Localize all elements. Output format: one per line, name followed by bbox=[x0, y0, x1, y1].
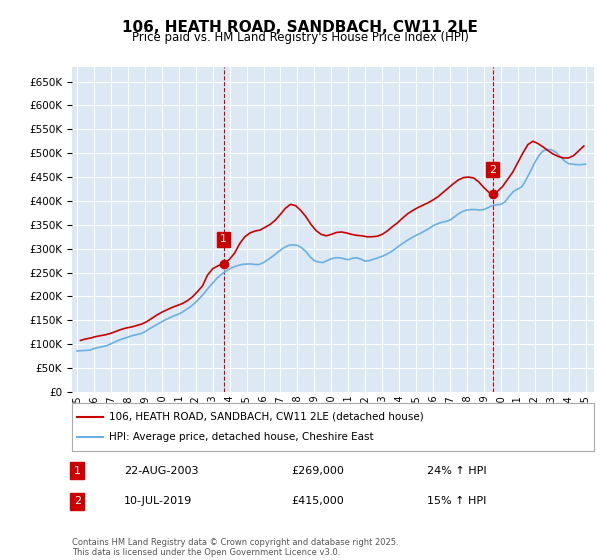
Text: 10-JUL-2019: 10-JUL-2019 bbox=[124, 497, 193, 506]
Text: 106, HEATH ROAD, SANDBACH, CW11 2LE: 106, HEATH ROAD, SANDBACH, CW11 2LE bbox=[122, 20, 478, 35]
Text: Price paid vs. HM Land Registry's House Price Index (HPI): Price paid vs. HM Land Registry's House … bbox=[131, 31, 469, 44]
Text: Contains HM Land Registry data © Crown copyright and database right 2025.
This d: Contains HM Land Registry data © Crown c… bbox=[72, 538, 398, 557]
Text: 1: 1 bbox=[74, 465, 81, 475]
Text: 2: 2 bbox=[74, 497, 81, 506]
Text: 15% ↑ HPI: 15% ↑ HPI bbox=[427, 497, 487, 506]
Text: HPI: Average price, detached house, Cheshire East: HPI: Average price, detached house, Ches… bbox=[109, 432, 373, 442]
Text: 1: 1 bbox=[220, 235, 227, 244]
Text: 106, HEATH ROAD, SANDBACH, CW11 2LE (detached house): 106, HEATH ROAD, SANDBACH, CW11 2LE (det… bbox=[109, 412, 423, 422]
Text: 2: 2 bbox=[489, 165, 496, 175]
Text: 22-AUG-2003: 22-AUG-2003 bbox=[124, 465, 199, 475]
Text: 24% ↑ HPI: 24% ↑ HPI bbox=[427, 465, 487, 475]
Text: £269,000: £269,000 bbox=[291, 465, 344, 475]
Text: £415,000: £415,000 bbox=[291, 497, 344, 506]
